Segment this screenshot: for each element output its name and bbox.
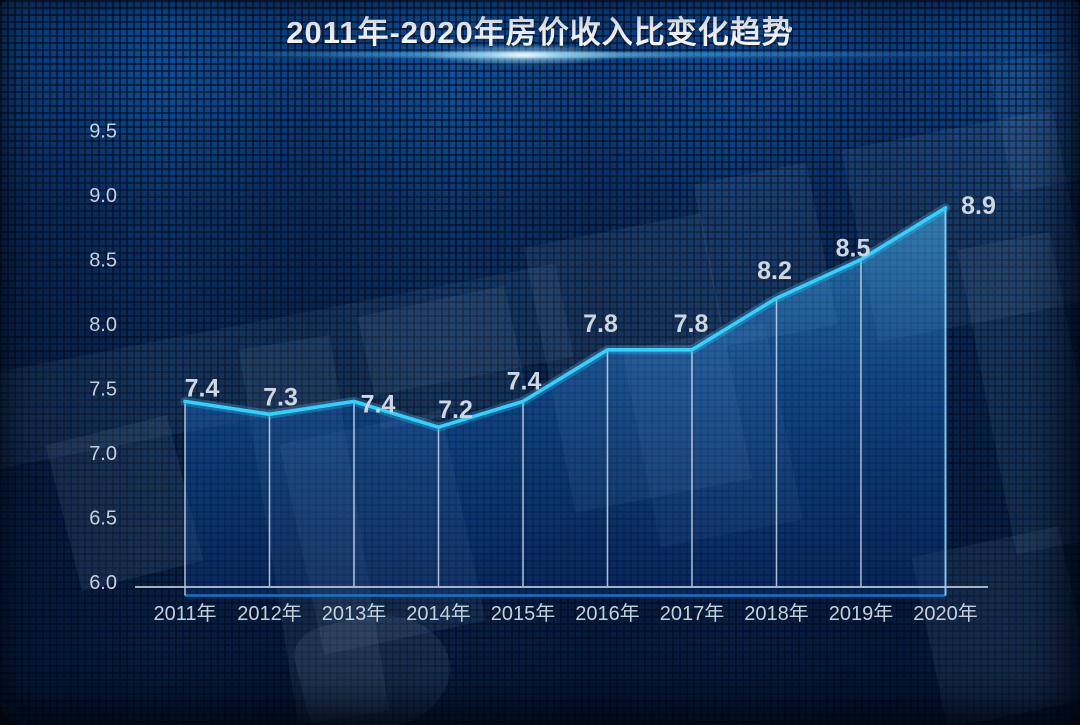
y-tick-label: 9.5 [89,121,117,143]
x-category-label: 2011年 [153,602,216,625]
data-point-label: 7.4 [361,390,396,418]
data-point-label: 7.4 [185,374,220,402]
data-point-label: 7.3 [263,383,298,411]
area-fill [185,207,946,596]
data-point-label: 7.8 [583,310,618,338]
y-tick-label: 6.5 [89,508,117,530]
data-point-label: 8.9 [961,192,996,220]
x-category-label: 2017年 [660,602,725,625]
y-tick-label: 8.0 [89,314,117,336]
x-category-label: 2020年 [913,602,978,625]
data-point-label: 8.5 [836,235,871,263]
lens-flare-streak [210,52,1080,58]
x-category-label: 2019年 [829,602,894,625]
data-point-label: 7.2 [438,396,473,424]
data-point-label: 8.2 [757,257,792,285]
x-category-label: 2016年 [575,602,640,625]
lens-flare-core [423,44,623,66]
y-tick-label: 6.0 [89,572,117,594]
x-category-label: 2014年 [406,602,471,625]
x-category-label: 2015年 [491,602,556,625]
chart-title: 2011年-2020年房价收入比变化趋势 [286,15,794,50]
data-point-label: 7.4 [507,367,542,395]
trend-line [183,206,948,429]
y-tick-label: 8.5 [89,250,117,272]
data-point-label: 7.8 [674,310,709,338]
y-tick-label: 9.0 [89,185,117,207]
x-category-label: 2018年 [744,602,809,625]
x-category-label: 2012年 [237,602,302,625]
x-category-label: 2013年 [322,602,387,625]
y-tick-label: 7.5 [89,379,117,401]
y-tick-label: 7.0 [89,443,117,465]
